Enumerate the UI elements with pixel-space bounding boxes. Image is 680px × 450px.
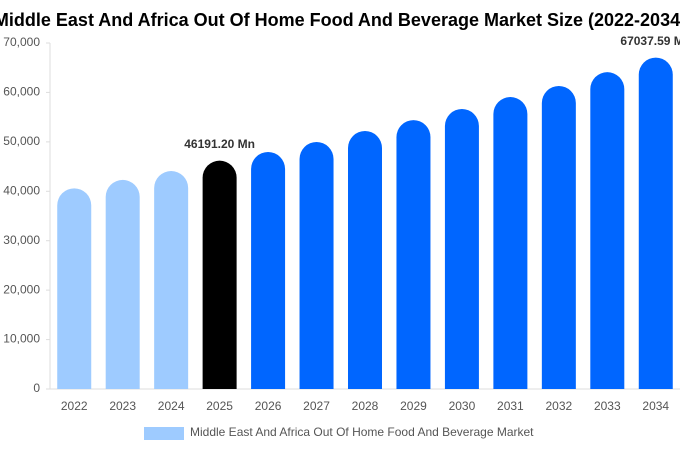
bar (105, 179, 140, 389)
value-label: 67037.59 Mn (620, 34, 680, 48)
bar (590, 72, 625, 390)
legend-label: Middle East And Africa Out Of Home Food … (190, 425, 534, 439)
x-tick-label: 2026 (255, 399, 282, 413)
y-tick-label: 50,000 (3, 134, 40, 148)
bar (154, 171, 189, 389)
y-tick-label: 40,000 (3, 183, 40, 197)
bar (638, 57, 673, 390)
bar (57, 188, 92, 389)
x-tick-label: 2030 (449, 399, 476, 413)
bar (348, 130, 382, 390)
x-tick-label: 2022 (61, 399, 88, 413)
y-tick-label: 60,000 (3, 85, 40, 99)
bar (202, 160, 237, 389)
y-tick-label: 70,000 (3, 35, 40, 49)
x-tick-label: 2024 (158, 399, 185, 413)
legend-swatch (144, 427, 184, 440)
x-tick-label: 2033 (594, 399, 621, 413)
bar (493, 97, 528, 389)
x-tick-label: 2025 (206, 399, 233, 413)
x-tick-label: 2027 (303, 399, 330, 413)
x-tick-label: 2034 (642, 399, 669, 413)
y-tick-label: 10,000 (3, 332, 40, 346)
bar (444, 108, 479, 389)
bar (541, 86, 576, 389)
bar (299, 142, 334, 389)
bar (251, 151, 286, 389)
bar (396, 120, 431, 390)
x-tick-label: 2028 (352, 399, 379, 413)
value-label: 46191.20 Mn (184, 137, 255, 151)
y-tick-label: 0 (33, 381, 40, 395)
x-tick-label: 2031 (497, 399, 524, 413)
chart-title: Middle East And Africa Out Of Home Food … (0, 10, 680, 30)
y-tick-label: 20,000 (3, 282, 40, 296)
x-tick-label: 2029 (400, 399, 427, 413)
x-tick-label: 2032 (545, 399, 572, 413)
y-tick-label: 30,000 (3, 233, 40, 247)
x-tick-label: 2023 (109, 399, 136, 413)
